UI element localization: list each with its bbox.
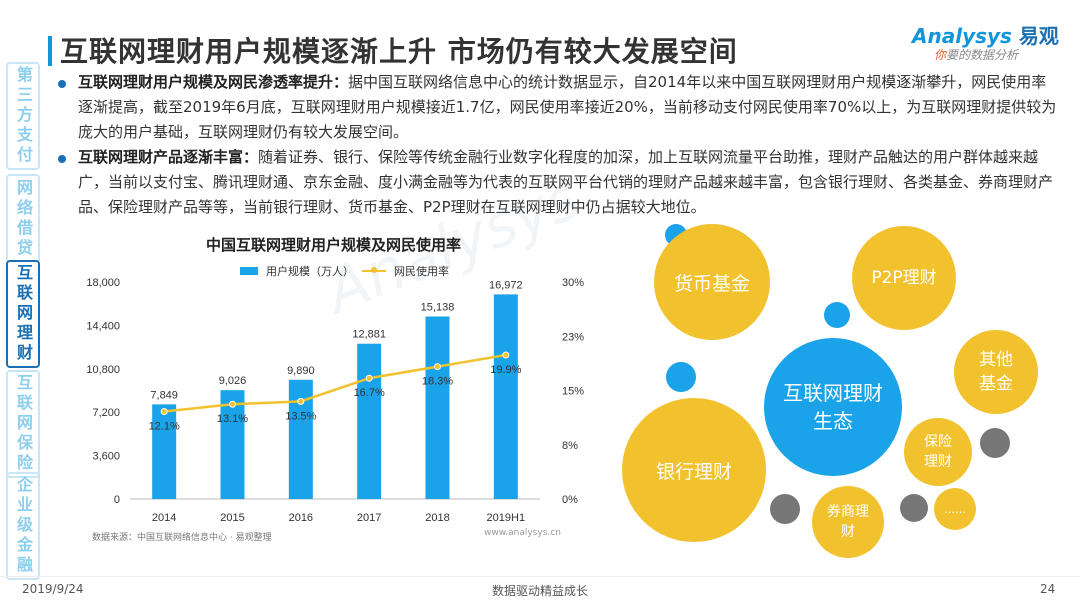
decor-bubble bbox=[666, 362, 696, 392]
bar-value-label: 9,026 bbox=[219, 375, 247, 387]
usage-rate-label: 18.3% bbox=[422, 376, 453, 388]
usage-rate-label: 19.9% bbox=[490, 364, 521, 376]
chart-legend: 用户规模（万人） 网民使用率 bbox=[240, 263, 449, 279]
usage-rate-point bbox=[502, 351, 510, 359]
bar bbox=[493, 294, 518, 499]
y-right-tick-label: 0% bbox=[562, 494, 578, 506]
y-right-tick-label: 8% bbox=[562, 440, 578, 452]
bullet-dot bbox=[58, 155, 66, 163]
nav-item-wealth[interactable]: 互联网理财 bbox=[6, 260, 40, 368]
nav-item-payment[interactable]: 第三方支付 bbox=[6, 62, 40, 170]
bubble-money-fund: 货币基金 bbox=[654, 224, 770, 340]
logo-sub-rest: 要的数据分析 bbox=[946, 48, 1019, 62]
bar bbox=[357, 343, 382, 499]
logo-text: Analysys bbox=[912, 24, 1012, 48]
bubble-more: …… bbox=[934, 488, 976, 530]
y-right-tick-label: 23% bbox=[562, 331, 584, 343]
x-tick-label: 2014 bbox=[152, 512, 176, 524]
data-source: 数据来源：中国互联网络信息中心 · 易观整理 bbox=[92, 533, 272, 543]
y-left-tick-label: 10,800 bbox=[86, 364, 120, 376]
bar bbox=[220, 390, 245, 499]
y-right-tick-label: 30% bbox=[562, 277, 584, 289]
bullet-body: 据中国互联网络信息中心的统计数据显示，自2014年以来中国互联网理财用户规模逐渐… bbox=[78, 73, 1057, 141]
legend-line-label: 网民使用率 bbox=[394, 265, 449, 278]
y-left-tick-label: 18,000 bbox=[86, 277, 120, 289]
logo-cn: 易观 bbox=[1018, 24, 1059, 48]
y-right-tick-label: 15% bbox=[562, 386, 584, 398]
usage-rate-label: 16.7% bbox=[354, 387, 385, 399]
bullet-heading: 互联网理财用户规模及网民渗透率提升： bbox=[78, 73, 349, 91]
usage-rate-label: 12.1% bbox=[149, 420, 180, 432]
x-tick-label: 2019H1 bbox=[487, 512, 526, 524]
usage-rate-point bbox=[365, 374, 373, 382]
bar-value-label: 9,890 bbox=[287, 365, 315, 377]
decor-bubble bbox=[824, 302, 850, 328]
analysys-logo: Analysys 易观 你要的数据分析 bbox=[912, 20, 1062, 70]
x-tick-label: 2018 bbox=[425, 512, 449, 524]
usage-rate-point bbox=[229, 400, 236, 408]
y-left-tick-label: 3,600 bbox=[92, 451, 120, 463]
legend-bar-swatch bbox=[240, 267, 258, 275]
bubble-p2p: P2P理财 bbox=[852, 226, 956, 330]
usage-rate-point bbox=[434, 363, 441, 371]
bubble-other-fund: 其他基金 bbox=[954, 330, 1038, 414]
bubble-center: 互联网理财生态 bbox=[764, 338, 902, 476]
usage-rate-label: 13.5% bbox=[285, 410, 316, 422]
bullet-item: 互联网理财产品逐渐丰富：随着证券、银行、保险等传统金融行业数字化程度的加深，加上… bbox=[58, 145, 1058, 220]
y-left-tick-label: 14,400 bbox=[86, 320, 120, 332]
bubble-securities: 券商理财 bbox=[812, 486, 884, 558]
bullet-body: 随着证券、银行、保险等传统金融行业数字化程度的加深，加上互联网流量平台助推，理财… bbox=[78, 148, 1054, 216]
usage-rate-label: 13.1% bbox=[217, 413, 248, 425]
usage-rate-point bbox=[297, 397, 305, 405]
nav-item-insurance[interactable]: 互联网保险 bbox=[6, 370, 40, 478]
bubble-insurance: 保险理财 bbox=[904, 418, 972, 486]
x-tick-label: 2017 bbox=[357, 512, 381, 524]
website: www.analysys.cn bbox=[484, 528, 561, 538]
logo-sub-first: 你 bbox=[934, 48, 947, 62]
nav-item-enterprise[interactable]: 企业级金融 bbox=[6, 472, 40, 580]
legend-line-swatch bbox=[362, 267, 386, 273]
x-tick-label: 2015 bbox=[220, 512, 244, 524]
bar-line-chart: 0 3,600 7,200 10,800 14,400 18,000 0% 8% 15% 23% 3… bbox=[86, 277, 584, 524]
x-tick-label: 2016 bbox=[289, 512, 313, 524]
bullet-item: 互联网理财用户规模及网民渗透率提升：据中国互联网络信息中心的统计数据显示，自20… bbox=[58, 70, 1058, 145]
usage-rate-point bbox=[160, 407, 168, 415]
title-accent-bar bbox=[48, 36, 52, 66]
bullet-dot bbox=[58, 80, 66, 88]
bar bbox=[425, 316, 450, 499]
decor-bubble bbox=[900, 494, 928, 522]
footer-date: 2019/9/24 bbox=[22, 582, 84, 596]
bar-value-label: 12,881 bbox=[352, 329, 386, 341]
bar-value-label: 7,849 bbox=[150, 389, 178, 401]
usage-rate-line bbox=[164, 353, 507, 413]
legend-bar-label: 用户规模（万人） bbox=[266, 265, 354, 278]
bullet-heading: 互联网理财产品逐渐丰富： bbox=[78, 148, 259, 166]
decor-bubble bbox=[770, 494, 800, 524]
footer-divider bbox=[0, 576, 1080, 577]
y-left-tick-label: 0 bbox=[114, 494, 120, 506]
bar bbox=[152, 404, 177, 499]
bullet-list: 互联网理财用户规模及网民渗透率提升：据中国互联网络信息中心的统计数据显示，自20… bbox=[58, 70, 1058, 220]
bar-value-label: 15,138 bbox=[421, 302, 455, 314]
bubble-bank: 银行理财 bbox=[622, 398, 766, 542]
page-title: 互联网理财用户规模逐渐上升 市场仍有较大发展空间 bbox=[60, 35, 738, 68]
bar-value-label: 16,972 bbox=[489, 279, 523, 291]
page-number: 24 bbox=[1040, 582, 1056, 596]
y-left-tick-label: 7,200 bbox=[92, 407, 120, 419]
chart-title: 中国互联网理财用户规模及网民使用率 bbox=[206, 236, 462, 254]
footer-slogan: 数据驱动精益成长 bbox=[492, 584, 589, 598]
decor-bubble bbox=[980, 428, 1010, 458]
